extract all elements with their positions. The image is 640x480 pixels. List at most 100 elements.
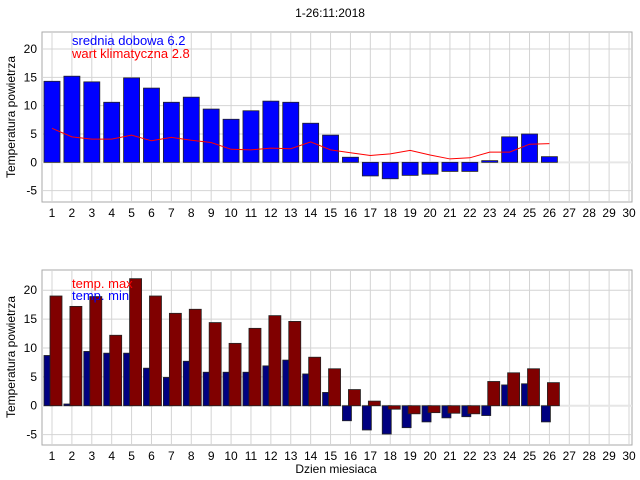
legend-temp-min: temp. min xyxy=(72,288,129,303)
x-tick-label: 5 xyxy=(128,449,135,463)
bottom-y-axis-label: Temperatura powietrza xyxy=(4,296,18,418)
x-tick-label: 20 xyxy=(423,449,437,463)
x-tick-label: 2 xyxy=(69,206,76,220)
x-tick-label: 22 xyxy=(463,449,477,463)
x-tick-label: 28 xyxy=(583,206,597,220)
y-tick-label: -5 xyxy=(26,428,37,442)
x-tick-label: 20 xyxy=(423,206,437,220)
x-tick-label: 29 xyxy=(602,206,616,220)
bar-temp-max xyxy=(328,368,341,407)
x-tick-label: 18 xyxy=(384,206,398,220)
bar-srednia-dobowa xyxy=(421,161,439,175)
x-tick-label: 13 xyxy=(284,449,298,463)
x-tick-label: 15 xyxy=(324,449,338,463)
x-tick-label: 5 xyxy=(128,206,135,220)
bar-srednia-dobowa xyxy=(43,80,61,163)
y-tick-label: 20 xyxy=(24,42,38,56)
y-tick-label: 20 xyxy=(24,283,38,297)
bar-srednia-dobowa xyxy=(302,122,320,163)
x-tick-label: 24 xyxy=(503,206,517,220)
x-tick-label: 16 xyxy=(344,449,358,463)
bar-temp-max xyxy=(129,278,142,407)
y-tick-label: 10 xyxy=(24,341,38,355)
x-tick-label: 24 xyxy=(503,449,517,463)
y-tick-label: 0 xyxy=(30,155,37,169)
bar-temp-max xyxy=(308,356,322,407)
bar-temp-min xyxy=(401,405,412,429)
legend-srednia: srednia dobowa 6.2 xyxy=(72,33,185,48)
bar-srednia-dobowa xyxy=(282,101,300,163)
bar-temp-max xyxy=(149,295,162,407)
x-tick-label: 3 xyxy=(88,449,95,463)
x-tick-label: 23 xyxy=(483,449,497,463)
bar-srednia-dobowa xyxy=(541,156,558,163)
x-tick-label: 6 xyxy=(148,206,155,220)
bar-temp-max xyxy=(188,308,202,407)
bar-temp-max xyxy=(447,405,461,414)
x-tick-label: 4 xyxy=(108,449,115,463)
x-tick-label: 22 xyxy=(463,206,477,220)
bar-srednia-dobowa xyxy=(262,100,280,163)
bottom-plot: 1 2 3 4 5 6 7 8 9 10 11 12 13 14 15 16 17 18 19 20 21 22 23 24 2… xyxy=(24,269,636,463)
bar-srednia-dobowa xyxy=(242,110,260,163)
bar-temp-max xyxy=(547,382,560,407)
bar-srednia-dobowa xyxy=(103,101,121,163)
bar-temp-max xyxy=(89,296,103,407)
x-tick-label: 3 xyxy=(88,206,95,220)
x-tick-label: 16 xyxy=(344,206,358,220)
bar-srednia-dobowa xyxy=(143,87,160,163)
x-tick-label: 12 xyxy=(264,206,278,220)
bar-temp-max xyxy=(367,400,381,407)
bar-temp-min xyxy=(342,405,352,422)
bar-temp-min xyxy=(541,405,551,423)
line-wart-klimatyczna xyxy=(51,127,550,160)
legend-temp-max: temp. max xyxy=(72,276,133,291)
x-tick-label: 10 xyxy=(224,449,238,463)
x-tick-label: 7 xyxy=(168,206,175,220)
x-tick-label: 17 xyxy=(364,206,378,220)
x-tick-label: 21 xyxy=(443,206,457,220)
bar-temp-max xyxy=(427,405,441,414)
x-tick-label: 30 xyxy=(622,449,636,463)
bar-srednia-dobowa xyxy=(521,133,538,163)
x-tick-label: 13 xyxy=(284,206,298,220)
bar-srednia-dobowa xyxy=(123,77,140,163)
x-tick-label: 4 xyxy=(108,206,115,220)
y-tick-label: 15 xyxy=(24,312,38,326)
x-tick-label: 30 xyxy=(622,206,636,220)
bar-srednia-dobowa xyxy=(461,161,479,172)
x-tick-label: 19 xyxy=(403,206,417,220)
bar-srednia-dobowa xyxy=(401,161,419,176)
x-tick-label: 8 xyxy=(188,449,195,463)
bar-temp-max xyxy=(69,305,83,407)
bar-temp-min xyxy=(481,405,492,416)
chart-title: 1-26:11:2018 xyxy=(295,6,365,20)
x-tick-label: 6 xyxy=(148,449,155,463)
bar-temp-max xyxy=(208,322,222,407)
x-tick-label: 25 xyxy=(523,206,537,220)
x-tick-label: 23 xyxy=(483,206,497,220)
x-tick-label: 26 xyxy=(543,206,557,220)
x-tick-label: 8 xyxy=(188,206,195,220)
bar-srednia-dobowa xyxy=(441,161,459,172)
x-tick-label: 2 xyxy=(69,449,76,463)
bar-srednia-dobowa xyxy=(182,96,200,163)
bar-srednia-dobowa xyxy=(322,134,339,163)
y-tick-label: 15 xyxy=(24,70,38,84)
x-tick-label: 28 xyxy=(583,449,597,463)
x-tick-label: 25 xyxy=(523,449,537,463)
x-tick-label: 1 xyxy=(49,449,56,463)
bar-temp-max xyxy=(109,334,123,407)
bar-temp-min xyxy=(421,405,432,423)
bar-srednia-dobowa xyxy=(361,161,379,177)
x-tick-label: 21 xyxy=(443,449,457,463)
x-tick-label: 10 xyxy=(224,206,238,220)
bar-temp-max xyxy=(407,405,421,415)
bar-temp-max xyxy=(387,405,401,410)
bar-temp-max xyxy=(168,312,182,407)
bar-srednia-dobowa xyxy=(342,156,359,163)
top-plot: 1 2 3 4 5 6 7 8 9 10 11 12 13 14 15 16 17 18 19 20 21 22 23 24 2… xyxy=(24,31,636,220)
x-tick-label: 12 xyxy=(264,449,278,463)
bar-temp-min xyxy=(361,405,372,431)
